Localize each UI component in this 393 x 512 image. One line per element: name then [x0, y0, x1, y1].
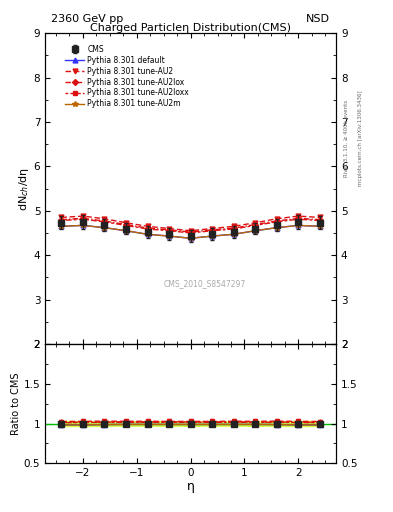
- Pythia 8.301 default: [231, 231, 236, 238]
- Pythia 8.301 tune-AU2lox: [81, 215, 85, 221]
- Line: Pythia 8.301 tune-AU2m: Pythia 8.301 tune-AU2m: [59, 223, 323, 241]
- Y-axis label: Ratio to CMS: Ratio to CMS: [11, 372, 21, 435]
- Pythia 8.301 tune-AU2: [145, 223, 150, 229]
- Pythia 8.301 tune-AU2m: [253, 228, 257, 234]
- Pythia 8.301 tune-AU2: [167, 225, 171, 231]
- Line: Pythia 8.301 default: Pythia 8.301 default: [59, 223, 322, 241]
- Pythia 8.301 tune-AU2lox: [59, 217, 64, 223]
- Pythia 8.301 default: [296, 222, 301, 228]
- Pythia 8.301 tune-AU2m: [167, 233, 171, 239]
- Pythia 8.301 tune-AU2loxx: [210, 228, 215, 234]
- Pythia 8.301 tune-AU2: [59, 215, 64, 221]
- Pythia 8.301 tune-AU2: [102, 216, 107, 222]
- Pythia 8.301 default: [81, 222, 85, 228]
- Y-axis label: dN$_{ch}$/dη: dN$_{ch}$/dη: [17, 166, 31, 210]
- Pythia 8.301 tune-AU2loxx: [296, 216, 301, 222]
- X-axis label: η: η: [187, 480, 195, 493]
- Text: mcplots.cern.ch [arXiv:1306.3436]: mcplots.cern.ch [arXiv:1306.3436]: [358, 91, 364, 186]
- Title: Charged Particleη Distribution(CMS): Charged Particleη Distribution(CMS): [90, 23, 291, 32]
- Pythia 8.301 tune-AU2loxx: [274, 219, 279, 225]
- Pythia 8.301 default: [318, 223, 322, 229]
- Pythia 8.301 tune-AU2m: [188, 235, 193, 241]
- Pythia 8.301 tune-AU2lox: [145, 225, 150, 231]
- Pythia 8.301 tune-AU2: [81, 213, 85, 219]
- Pythia 8.301 tune-AU2loxx: [231, 226, 236, 232]
- Line: Pythia 8.301 tune-AU2loxx: Pythia 8.301 tune-AU2loxx: [59, 217, 322, 235]
- Pythia 8.301 default: [145, 231, 150, 238]
- Pythia 8.301 tune-AU2lox: [188, 229, 193, 235]
- Pythia 8.301 tune-AU2m: [59, 223, 64, 229]
- Text: Rivet 3.1.10, ≥ 400k events: Rivet 3.1.10, ≥ 400k events: [344, 100, 349, 177]
- Pythia 8.301 tune-AU2m: [274, 225, 279, 231]
- Pythia 8.301 tune-AU2lox: [124, 222, 129, 228]
- Pythia 8.301 tune-AU2: [296, 213, 301, 219]
- Pythia 8.301 default: [253, 228, 257, 234]
- Pythia 8.301 tune-AU2lox: [102, 218, 107, 224]
- Pythia 8.301 tune-AU2loxx: [253, 222, 257, 228]
- Pythia 8.301 tune-AU2loxx: [102, 219, 107, 225]
- Pythia 8.301 tune-AU2m: [318, 223, 322, 229]
- Pythia 8.301 tune-AU2m: [210, 233, 215, 239]
- Pythia 8.301 tune-AU2loxx: [145, 226, 150, 232]
- Pythia 8.301 tune-AU2m: [102, 225, 107, 231]
- Pythia 8.301 tune-AU2loxx: [318, 218, 322, 224]
- Pythia 8.301 tune-AU2m: [231, 231, 236, 238]
- Line: Pythia 8.301 tune-AU2lox: Pythia 8.301 tune-AU2lox: [59, 216, 322, 234]
- Pythia 8.301 default: [59, 223, 64, 229]
- Pythia 8.301 tune-AU2lox: [231, 225, 236, 231]
- Pythia 8.301 tune-AU2: [274, 216, 279, 222]
- Pythia 8.301 tune-AU2lox: [296, 215, 301, 221]
- Pythia 8.301 default: [210, 233, 215, 239]
- Pythia 8.301 tune-AU2lox: [253, 222, 257, 228]
- Pythia 8.301 tune-AU2m: [145, 231, 150, 238]
- Pythia 8.301 tune-AU2: [188, 228, 193, 234]
- Pythia 8.301 tune-AU2lox: [167, 227, 171, 233]
- Pythia 8.301 tune-AU2lox: [318, 217, 322, 223]
- Pythia 8.301 tune-AU2loxx: [167, 228, 171, 234]
- Pythia 8.301 tune-AU2m: [124, 228, 129, 234]
- Text: 2360 GeV pp: 2360 GeV pp: [51, 14, 123, 24]
- Pythia 8.301 tune-AU2lox: [210, 227, 215, 233]
- Pythia 8.301 tune-AU2: [124, 220, 129, 226]
- Legend: CMS, Pythia 8.301 default, Pythia 8.301 tune-AU2, Pythia 8.301 tune-AU2lox, Pyth: CMS, Pythia 8.301 default, Pythia 8.301 …: [64, 44, 191, 110]
- Pythia 8.301 default: [124, 228, 129, 234]
- Pythia 8.301 tune-AU2loxx: [188, 230, 193, 236]
- Pythia 8.301 tune-AU2m: [296, 222, 301, 228]
- Pythia 8.301 default: [102, 225, 107, 231]
- Pythia 8.301 tune-AU2: [210, 225, 215, 231]
- Pythia 8.301 default: [167, 233, 171, 239]
- Pythia 8.301 tune-AU2lox: [274, 218, 279, 224]
- Pythia 8.301 tune-AU2m: [81, 222, 85, 228]
- Pythia 8.301 tune-AU2: [253, 220, 257, 226]
- Text: NSD: NSD: [306, 14, 330, 24]
- Pythia 8.301 tune-AU2loxx: [81, 216, 85, 222]
- Pythia 8.301 tune-AU2loxx: [59, 218, 64, 224]
- Text: CMS_2010_S8547297: CMS_2010_S8547297: [164, 279, 246, 288]
- Pythia 8.301 default: [188, 235, 193, 241]
- Pythia 8.301 tune-AU2loxx: [124, 222, 129, 228]
- Line: Pythia 8.301 tune-AU2: Pythia 8.301 tune-AU2: [59, 214, 322, 233]
- Pythia 8.301 default: [274, 225, 279, 231]
- Pythia 8.301 tune-AU2: [231, 223, 236, 229]
- Pythia 8.301 tune-AU2: [318, 215, 322, 221]
